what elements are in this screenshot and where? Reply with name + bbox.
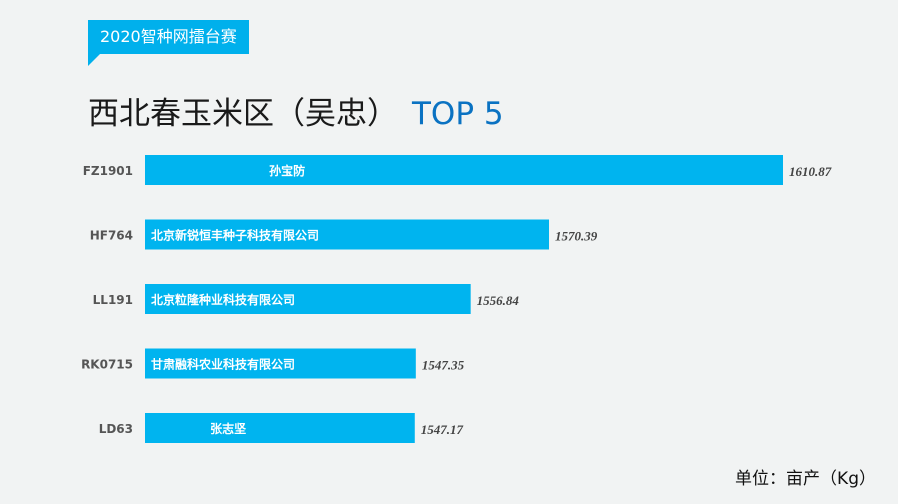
bar-label: 孙宝防 bbox=[269, 163, 305, 178]
bar bbox=[145, 413, 415, 443]
category-label: FZ1901 bbox=[83, 164, 133, 178]
unit-label: 单位：亩产（Kg） bbox=[735, 469, 876, 489]
category-label: RK0715 bbox=[81, 358, 133, 372]
value-label: 1547.35 bbox=[422, 358, 465, 373]
bar bbox=[145, 219, 550, 250]
contest-tag: 2020智种网擂台赛 bbox=[88, 20, 249, 54]
tag-tail bbox=[88, 54, 100, 66]
category-label: LL191 bbox=[93, 293, 133, 307]
bar bbox=[145, 284, 471, 314]
value-label: 1556.84 bbox=[477, 293, 520, 308]
category-label: LD63 bbox=[99, 422, 133, 436]
bar-label: 张志坚 bbox=[210, 421, 246, 436]
bar bbox=[145, 348, 416, 379]
category-label: HF764 bbox=[90, 229, 133, 243]
title-text: 西北春玉米区（吴忠） bbox=[88, 96, 398, 132]
bar-label: 北京粒隆种业科技有限公司 bbox=[151, 292, 295, 307]
bar-label: 甘肃融科农业科技有限公司 bbox=[151, 357, 295, 372]
bar bbox=[145, 155, 783, 185]
value-label: 1547.17 bbox=[421, 422, 464, 437]
value-label: 1570.39 bbox=[555, 229, 598, 244]
page-title: 西北春玉米区（吴忠） TOP 5 bbox=[88, 88, 504, 133]
value-label: 1610.87 bbox=[789, 164, 832, 179]
bar-label: 北京新锐恒丰种子科技有限公司 bbox=[151, 228, 319, 243]
title-highlight: TOP 5 bbox=[412, 96, 504, 132]
